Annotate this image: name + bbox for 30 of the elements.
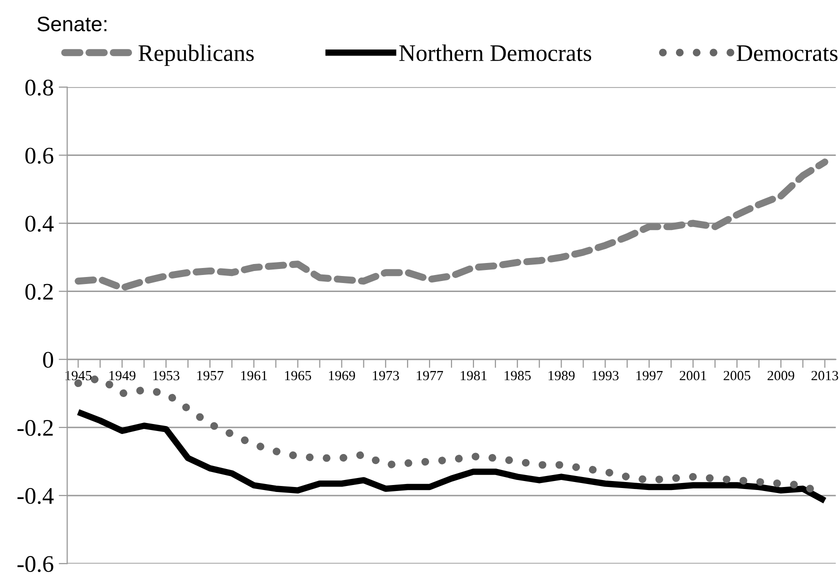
y-tick-label: -0.4 (18, 488, 54, 504)
y-tick-label: -0.6 (18, 556, 54, 572)
x-tick-label: 1985 (504, 370, 531, 380)
y-tick-label: 0.8 (25, 80, 54, 96)
x-tick-label: 2005 (724, 370, 750, 380)
x-tick-label: 1973 (372, 370, 399, 380)
x-tick-label: 1965 (285, 370, 312, 380)
x-tick-label: 1961 (241, 370, 267, 380)
x-tick-label: 1997 (636, 370, 663, 380)
y-tick-label: 0.6 (25, 148, 54, 164)
x-tick-label: 1969 (329, 370, 356, 380)
legend-label: Democrats (736, 45, 838, 62)
legend-label: Northern Democrats (399, 44, 592, 62)
x-tick-label: 1989 (548, 370, 575, 380)
x-tick-label: 1977 (416, 370, 444, 380)
x-tick-label: 1957 (197, 370, 224, 380)
x-tick-label: 1953 (153, 370, 180, 380)
chart-title: Senate: (37, 16, 106, 32)
y-tick-label: 0.4 (25, 216, 54, 232)
legend-label: Republicans (138, 44, 254, 66)
y-tick-label: 0 (43, 352, 54, 368)
x-tick-label: 1993 (592, 370, 619, 380)
y-tick-label: -0.2 (18, 420, 53, 436)
x-tick-label: 2013 (812, 370, 838, 380)
x-tick-label: 1949 (109, 370, 136, 380)
x-tick-label: 2001 (680, 370, 706, 380)
x-tick-label: 2009 (768, 370, 794, 380)
y-tick-label: 0.2 (25, 284, 53, 300)
x-tick-label: 1945 (66, 370, 92, 380)
x-tick-label: 1981 (460, 370, 487, 380)
